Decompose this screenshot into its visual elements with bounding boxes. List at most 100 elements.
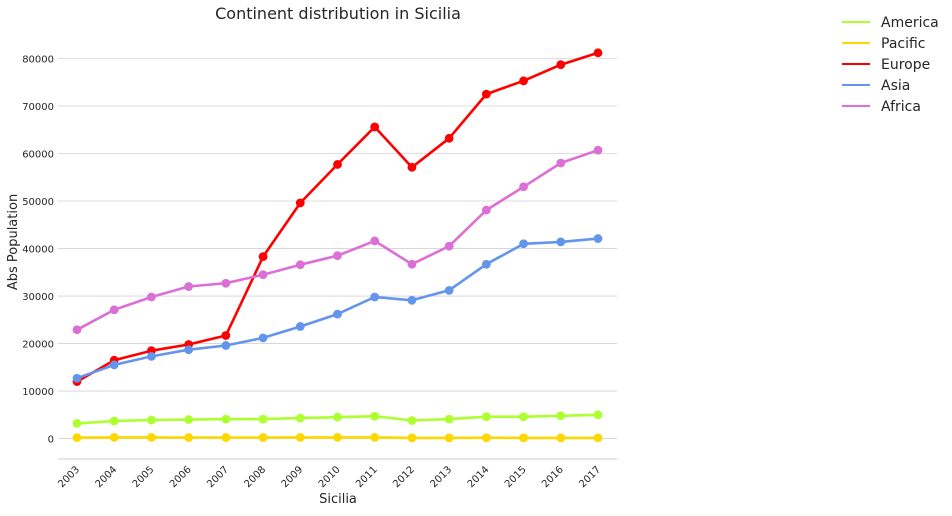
x-tick-label: 2005 [131,464,157,490]
x-tick-label: 2014 [466,464,492,490]
y-tick-labels: 0 10000 20000 30000 40000 50000 60000 70000 8000… [22,55,54,446]
data-point-asia [221,341,231,350]
data-point-africa [370,236,380,246]
data-point-europe [258,252,268,262]
y-tick-label: 20000 [22,340,54,351]
data-point-africa [333,251,342,261]
data-point-asia [258,333,268,343]
data-point-pacific [72,433,82,443]
series-europe [72,48,603,386]
data-point-asia [444,285,454,295]
data-point-africa [481,205,491,215]
x-tick-label: 2006 [168,464,194,490]
data-point-europe [444,133,454,143]
data-point-america [295,413,305,423]
data-point-america [184,415,194,424]
data-point-africa [295,260,305,270]
data-point-america [519,412,528,422]
data-point-asia [333,309,342,319]
data-point-asia [109,360,119,370]
data-point-europe [370,122,380,132]
gridlines [58,58,617,439]
data-point-africa [221,278,231,288]
x-tick-label: 2007 [205,464,231,490]
y-tick-label: 80000 [22,55,54,66]
data-point-asia [407,295,417,305]
data-point-africa [109,305,119,315]
data-point-europe [481,89,491,99]
data-point-pacific [184,433,194,442]
legend: America Pacific Europe Asia Africa [842,15,939,115]
series-line-africa [76,148,599,331]
data-point-asia [147,351,156,361]
x-tick-label: 2013 [428,464,454,490]
data-point-africa [593,145,603,155]
data-point-europe [556,60,566,70]
y-axis-label: Abs Population [6,194,21,290]
legend-label: America [881,15,939,31]
data-point-asia [184,345,194,355]
data-point-africa [556,158,566,168]
data-point-africa [444,241,454,251]
series-africa [72,145,603,335]
legend-label: Asia [881,78,910,94]
series-america [72,410,603,428]
data-point-america [258,414,268,424]
x-tick-label: 2015 [503,464,529,490]
data-point-europe [593,48,603,58]
y-tick-label: 10000 [22,387,54,398]
data-point-america [333,412,342,422]
x-tick-labels: 2003 2004 2005 2006 2007 2008 2009 2010 2011 2012… [56,464,603,490]
y-tick-label: 40000 [22,245,54,256]
data-point-america [593,410,603,420]
data-point-pacific [593,433,603,443]
x-tick-label: 2004 [94,464,120,490]
legend-label: Europe [881,57,930,73]
data-point-asia [370,292,380,302]
data-point-pacific [556,433,566,443]
data-point-asia [481,259,491,269]
x-tick-label: 2012 [391,464,417,490]
y-tick-label: 50000 [22,197,54,208]
legend-item-pacific: Pacific [842,36,926,52]
data-point-europe [221,331,231,340]
data-point-america [370,411,380,421]
series-line-europe [76,51,599,383]
data-point-europe [407,162,417,172]
x-tick-label: 2016 [540,464,566,490]
series-pacific [72,432,603,443]
chart-title: Continent distribution in Sicilia [215,4,461,23]
x-tick-label: 2008 [242,464,268,490]
data-point-pacific [481,433,491,443]
x-tick-label: 2017 [577,464,603,490]
data-point-asia [593,234,603,243]
data-point-pacific [519,433,528,443]
x-tick-label: 2010 [317,464,343,490]
data-point-america [147,415,156,425]
series-asia [72,234,603,383]
data-point-africa [258,270,268,280]
y-tick-label: 70000 [22,102,54,113]
x-tick-label: 2011 [354,464,380,490]
data-point-america [444,414,454,424]
data-point-asia [556,237,566,247]
series-lines [72,48,603,443]
data-point-pacific [147,432,156,442]
data-point-pacific [221,433,231,442]
data-point-europe [295,198,305,208]
y-tick-label: 30000 [22,292,54,303]
data-point-pacific [444,433,454,443]
data-point-pacific [370,433,380,442]
data-point-africa [72,325,82,335]
data-point-pacific [295,432,305,442]
legend-item-europe: Europe [842,57,930,73]
y-tick-label: 0 [48,435,54,446]
data-point-europe [333,160,342,169]
data-point-africa [147,292,156,302]
data-point-pacific [258,433,268,442]
data-point-asia [295,322,305,331]
legend-item-america: America [842,15,939,31]
legend-label: Pacific [881,36,926,52]
